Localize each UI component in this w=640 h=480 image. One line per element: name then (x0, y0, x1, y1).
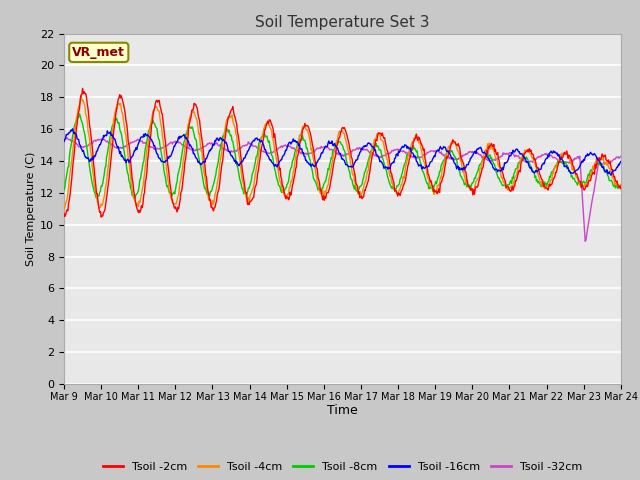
X-axis label: Time: Time (327, 405, 358, 418)
Text: VR_met: VR_met (72, 46, 125, 59)
Y-axis label: Soil Temperature (C): Soil Temperature (C) (26, 152, 36, 266)
Legend: Tsoil -2cm, Tsoil -4cm, Tsoil -8cm, Tsoil -16cm, Tsoil -32cm: Tsoil -2cm, Tsoil -4cm, Tsoil -8cm, Tsoi… (99, 457, 586, 477)
Title: Soil Temperature Set 3: Soil Temperature Set 3 (255, 15, 429, 30)
